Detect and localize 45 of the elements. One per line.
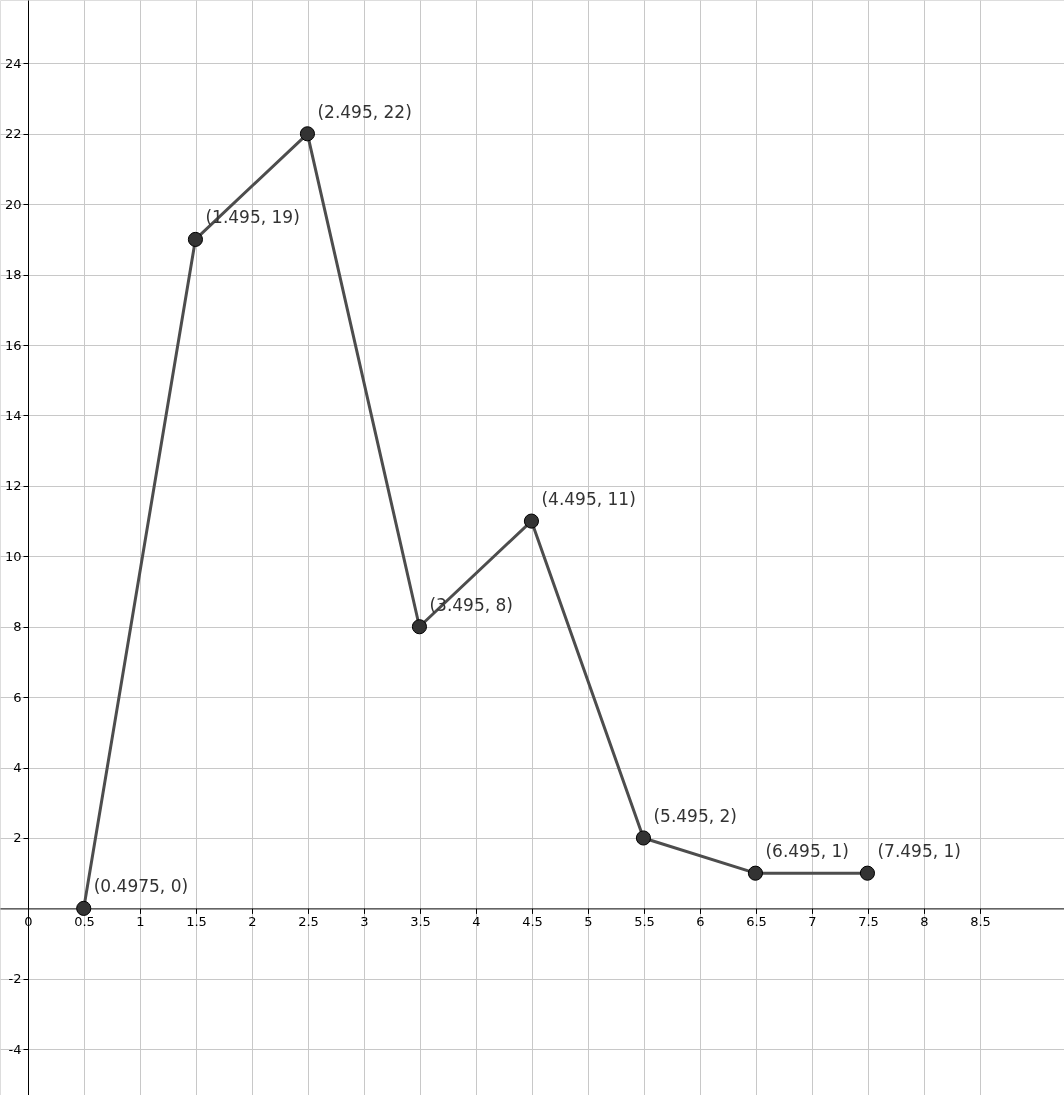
- x-tick-label: 8: [920, 913, 929, 929]
- data-label: (6.495, 1): [765, 841, 849, 862]
- point: [299, 126, 316, 142]
- y-tick-label: 24: [4, 55, 22, 71]
- x-tick-label: 2: [248, 913, 257, 929]
- point: [635, 830, 652, 846]
- point: [747, 865, 764, 881]
- y-tick-label: 10: [4, 548, 22, 564]
- y-tick-label: -4: [8, 1041, 22, 1057]
- x-tick-label: 3.5: [410, 913, 431, 929]
- x-tick-label: 8.5: [970, 913, 991, 929]
- x-tick-label: 7: [808, 913, 817, 929]
- y-tick-label: 12: [4, 478, 22, 494]
- data-label: (0.4975, 0): [93, 876, 189, 897]
- x-tick-label: 6.5: [746, 913, 767, 929]
- point: [411, 619, 428, 635]
- x-tick-label: 6: [696, 913, 705, 929]
- y-tick-label: 8: [13, 619, 22, 635]
- x-tick-label: 5.5: [634, 913, 655, 929]
- y-tick-label: 16: [4, 337, 22, 353]
- x-tick-label: 4: [472, 913, 481, 929]
- y-tick-label: 14: [4, 407, 22, 423]
- data-label: (7.495, 1): [877, 841, 961, 862]
- y-tick-label: 4: [13, 760, 22, 776]
- x-tick-label: 1: [136, 913, 145, 929]
- y-tick-label: 22: [4, 126, 22, 142]
- x-tick-label: 1.5: [186, 913, 207, 929]
- data-label: (5.495, 2): [653, 805, 737, 826]
- point: [859, 865, 876, 881]
- data-label: (4.495, 11): [541, 489, 636, 510]
- point: [76, 900, 92, 916]
- x-tick-label: 3: [360, 913, 369, 929]
- x-tick-label: 0.5: [74, 913, 95, 929]
- point: [187, 231, 204, 247]
- x-tick-label: 5: [584, 913, 593, 929]
- data-label: (2.495, 22): [317, 101, 412, 122]
- y-tick-label: 2: [13, 830, 22, 846]
- y-tick-label: 20: [4, 196, 22, 212]
- x-tick-label: 2.5: [298, 913, 319, 929]
- point: [523, 513, 540, 529]
- y-tick-label: 6: [13, 689, 22, 705]
- y-tick-label: 18: [4, 267, 22, 283]
- y-tick-label: -2: [8, 971, 22, 987]
- x-tick-label: 4.5: [522, 913, 543, 929]
- x-tick-label: 7.5: [858, 913, 879, 929]
